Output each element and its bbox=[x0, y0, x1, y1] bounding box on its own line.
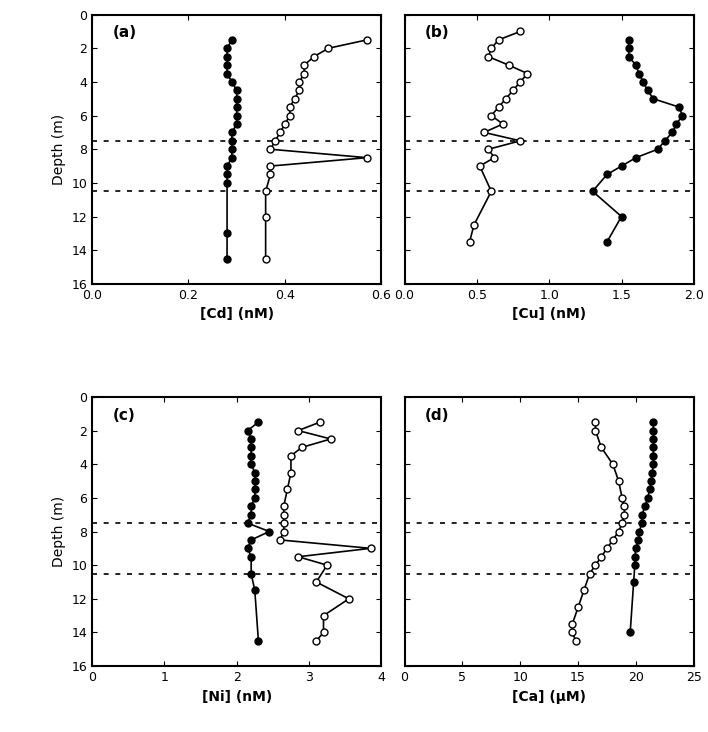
Text: (c): (c) bbox=[113, 408, 135, 422]
Y-axis label: Depth (m): Depth (m) bbox=[52, 113, 66, 184]
Y-axis label: Depth (m): Depth (m) bbox=[52, 496, 66, 567]
Text: (b): (b) bbox=[425, 26, 450, 40]
X-axis label: [Cd] (nM): [Cd] (nM) bbox=[200, 307, 274, 321]
Text: (d): (d) bbox=[425, 408, 450, 422]
X-axis label: [Ca] (μM): [Ca] (μM) bbox=[512, 690, 586, 703]
X-axis label: [Cu] (nM): [Cu] (nM) bbox=[512, 307, 586, 321]
Text: (a): (a) bbox=[113, 26, 137, 40]
X-axis label: [Ni] (nM): [Ni] (nM) bbox=[202, 690, 272, 703]
